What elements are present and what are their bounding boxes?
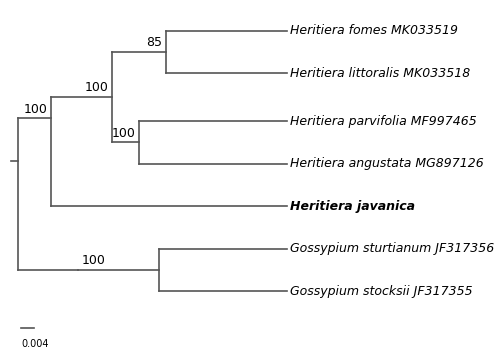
- Text: 100: 100: [82, 254, 106, 267]
- Text: Heritiera angustata MG897126: Heritiera angustata MG897126: [290, 157, 484, 170]
- Text: 100: 100: [24, 103, 48, 116]
- Text: Heritiera fomes MK033519: Heritiera fomes MK033519: [290, 24, 458, 37]
- Text: 100: 100: [112, 127, 136, 140]
- Text: Gossypium stocksii JF317355: Gossypium stocksii JF317355: [290, 285, 472, 298]
- Text: 100: 100: [84, 81, 108, 94]
- Text: Heritiera littoralis MK033518: Heritiera littoralis MK033518: [290, 67, 470, 80]
- Text: 85: 85: [146, 36, 162, 49]
- Text: Gossypium sturtianum JF317356: Gossypium sturtianum JF317356: [290, 242, 494, 255]
- Text: 0.004: 0.004: [21, 339, 48, 349]
- Text: Heritiera javanica: Heritiera javanica: [290, 200, 415, 213]
- Text: Heritiera parvifolia MF997465: Heritiera parvifolia MF997465: [290, 115, 476, 127]
